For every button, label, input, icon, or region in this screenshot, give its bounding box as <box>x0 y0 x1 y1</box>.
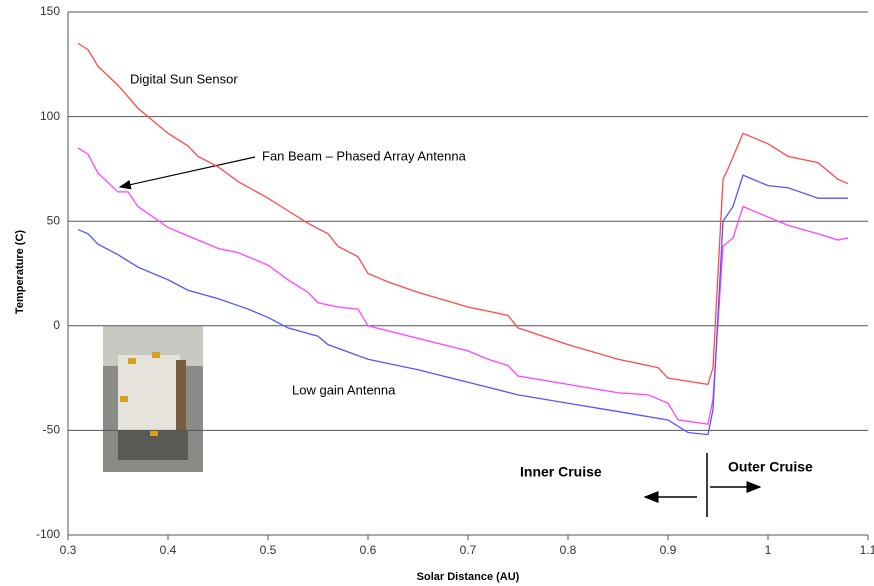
y-tick-label: 100 <box>40 109 60 123</box>
x-tick-label: 0.4 <box>160 543 177 557</box>
series-label: Fan Beam – Phased Array Antenna <box>262 148 467 163</box>
x-tick-label: 0.9 <box>660 543 677 557</box>
series-line <box>77 42 849 386</box>
x-tick-label: 0.7 <box>460 543 477 557</box>
series-line <box>77 147 849 425</box>
series-label: Digital Sun Sensor <box>130 71 238 86</box>
arrow <box>118 156 256 190</box>
y-tick-label: 50 <box>47 213 61 227</box>
series-line <box>77 174 848 436</box>
x-axis-label: Solar Distance (AU) <box>417 571 520 583</box>
y-tick-label: -50 <box>43 423 61 437</box>
y-tick-label: 0 <box>53 318 60 332</box>
photo <box>103 326 203 472</box>
y-tick-label: 150 <box>40 4 60 18</box>
x-tick-label: 0.8 <box>560 543 577 557</box>
series-label: Low gain Antenna <box>292 382 396 397</box>
x-tick-label: 0.5 <box>260 543 277 557</box>
x-tick-label: 1.1 <box>860 543 874 557</box>
annotation: Outer Cruise <box>728 459 813 475</box>
x-tick-label: 1 <box>765 543 772 557</box>
annotation: Inner Cruise <box>520 464 602 480</box>
y-axis-label: Temperature (C) <box>14 230 26 314</box>
x-tick-label: 0.3 <box>60 543 77 557</box>
y-tick-label: -100 <box>36 527 60 541</box>
x-tick-label: 0.6 <box>360 543 377 557</box>
